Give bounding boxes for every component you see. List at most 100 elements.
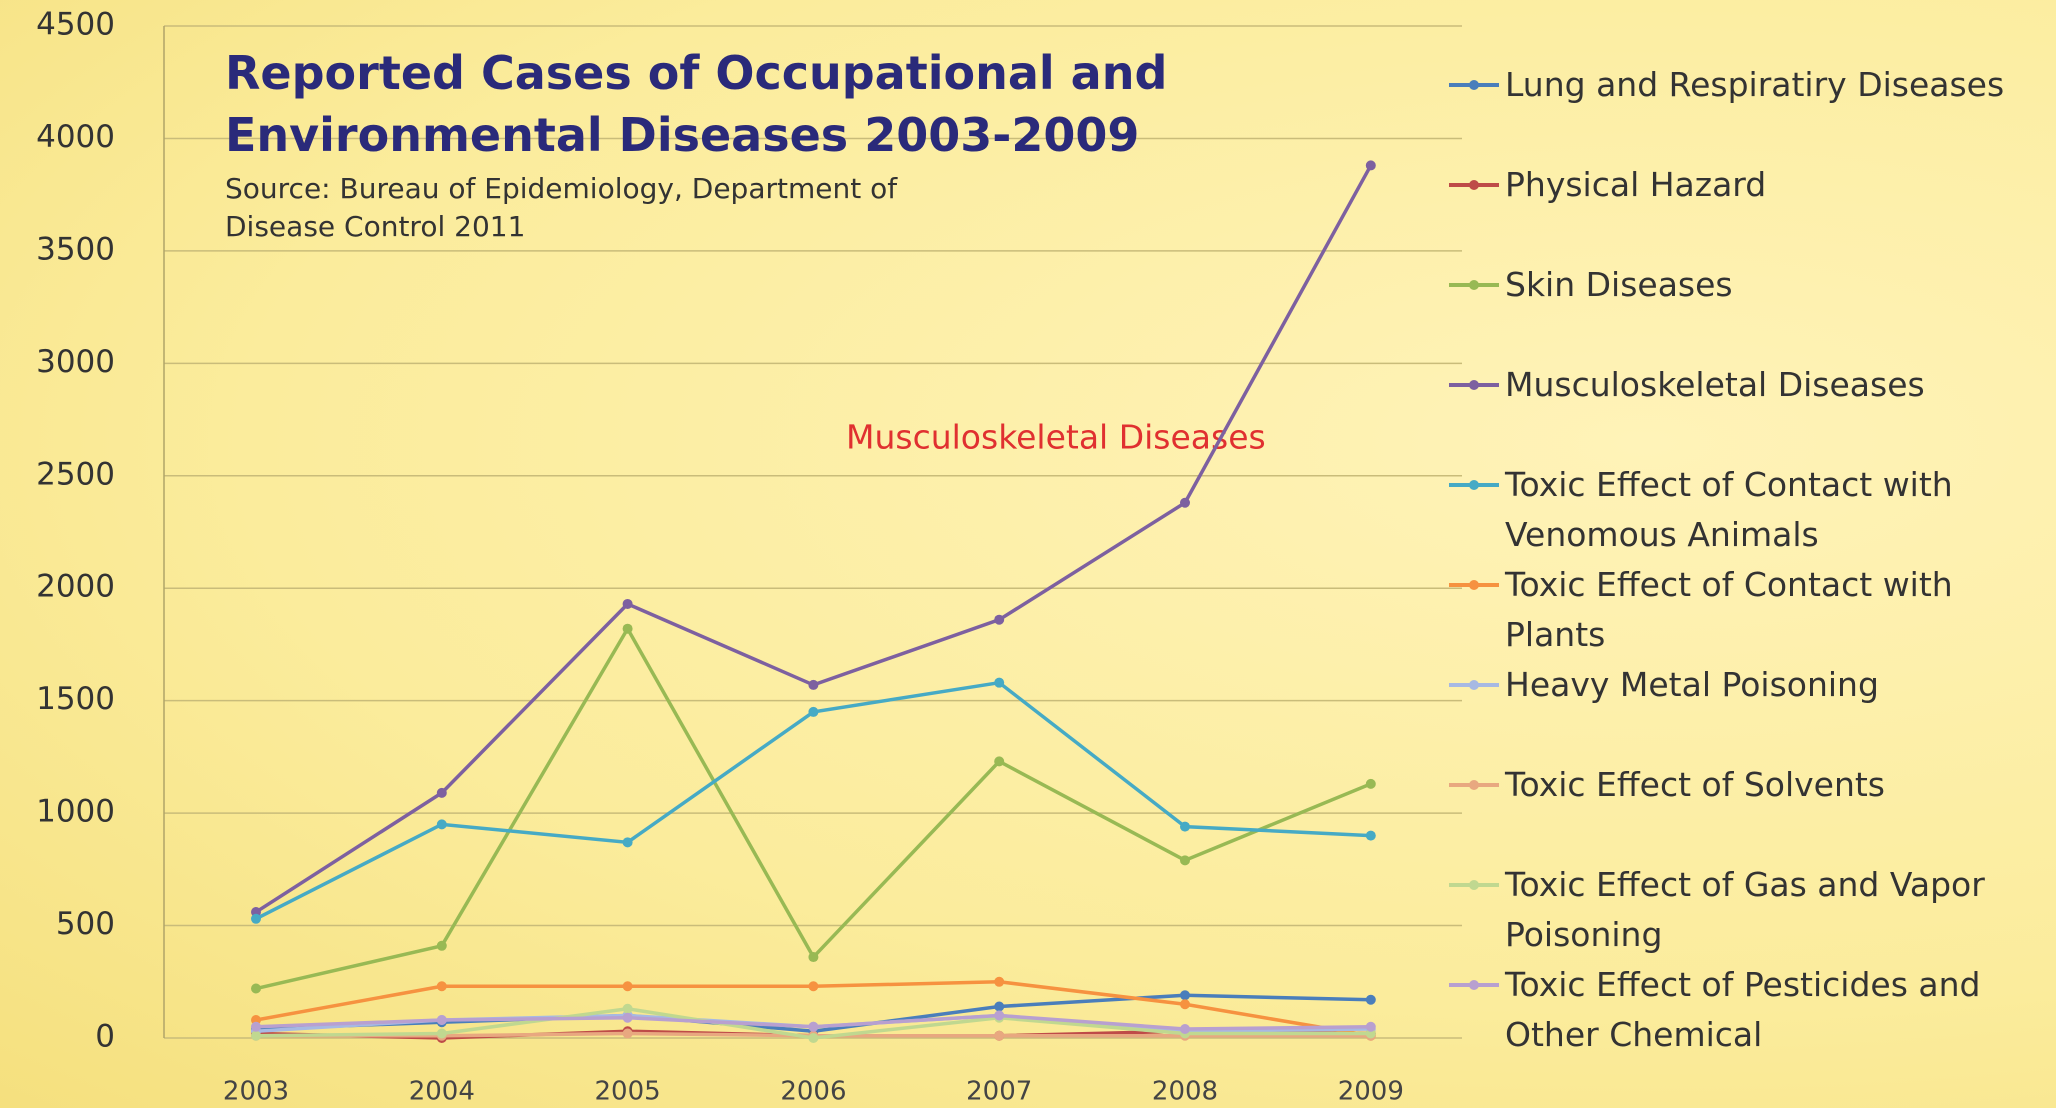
annotation: Musculoskeletal Diseases xyxy=(846,418,1266,457)
legend-item: Toxic Effect of Contact with Plants xyxy=(1445,560,2055,660)
point xyxy=(436,1028,447,1039)
legend-item: Physical Hazard xyxy=(1445,160,2055,210)
point xyxy=(1180,999,1190,1010)
y-tick-label: 2000 xyxy=(36,569,115,605)
y-tick-label: 3000 xyxy=(36,344,115,380)
point xyxy=(1180,855,1190,866)
legend-swatch xyxy=(1449,580,1499,590)
legend-marker xyxy=(1469,580,1479,590)
legend-item: Toxic Effect of Gas and Vapor Poisoning xyxy=(1445,860,2055,960)
point xyxy=(994,756,1005,767)
point xyxy=(1365,1021,1376,1032)
legend-marker xyxy=(1469,980,1479,990)
legend-item: Toxic Effect of Pesticides and Other Che… xyxy=(1445,960,2055,1060)
legend-marker xyxy=(1469,780,1479,790)
legend-label: Toxic Effect of Gas and Vapor Poisoning xyxy=(1505,865,1985,954)
legend-swatch xyxy=(1449,780,1499,790)
legend-label: Lung and Respiratiry Diseases xyxy=(1505,65,2005,104)
point xyxy=(436,940,447,951)
point xyxy=(622,1003,633,1014)
point xyxy=(1180,1024,1190,1035)
legend-swatch xyxy=(1449,80,1499,90)
point xyxy=(622,837,633,848)
legend-item: Skin Diseases xyxy=(1445,260,2055,310)
x-tick-label: 2003 xyxy=(223,1077,289,1107)
point xyxy=(994,614,1005,625)
legend-marker xyxy=(1469,680,1479,690)
point xyxy=(622,623,633,634)
legend-item: Lung and Respiratiry Diseases xyxy=(1445,60,2055,110)
series-line xyxy=(255,164,1373,914)
x-tick-label: 2009 xyxy=(1338,1077,1404,1107)
point xyxy=(808,1033,819,1043)
legend-item: Heavy Metal Poisoning xyxy=(1445,660,2055,710)
y-tick-label: 3500 xyxy=(36,231,115,267)
x-tick-label: 2007 xyxy=(966,1077,1032,1107)
legend-marker xyxy=(1469,280,1479,290)
legend-swatch xyxy=(1449,880,1499,890)
legend-label: Heavy Metal Poisoning xyxy=(1505,665,1879,704)
y-tick-label: 1000 xyxy=(36,794,115,830)
point xyxy=(1365,778,1376,789)
point xyxy=(436,981,447,992)
point xyxy=(436,819,447,830)
point xyxy=(808,679,819,690)
legend-item: Musculoskeletal Diseases xyxy=(1445,360,2055,410)
chart-subtitle: Source: Bureau of Epidemiology, Departme… xyxy=(225,172,898,243)
point xyxy=(622,598,633,609)
y-tick-label: 0 xyxy=(95,1019,115,1055)
y-tick-label: 4000 xyxy=(36,119,115,155)
legend-item: Toxic Effect of Solvents xyxy=(1445,760,2055,810)
point xyxy=(251,983,261,994)
point xyxy=(251,1021,261,1032)
x-tick-label: 2006 xyxy=(780,1077,846,1107)
point xyxy=(1365,994,1376,1005)
x-tick-label: 2008 xyxy=(1152,1077,1218,1107)
legend-label: Toxic Effect of Pesticides and Other Che… xyxy=(1505,965,1981,1054)
point xyxy=(251,913,261,924)
point xyxy=(994,976,1005,987)
y-tick-label: 1500 xyxy=(36,681,115,717)
point xyxy=(622,1028,633,1039)
point xyxy=(1180,990,1190,1001)
x-tick-label: 2005 xyxy=(595,1077,661,1107)
point xyxy=(1365,160,1376,171)
point xyxy=(622,1012,633,1023)
legend-marker xyxy=(1469,480,1479,490)
legend-marker xyxy=(1469,80,1479,90)
legend-item: Toxic Effect of Contact with Venomous An… xyxy=(1445,460,2055,560)
legend-label: Toxic Effect of Contact with Venomous An… xyxy=(1505,465,1953,554)
y-tick-label: 2500 xyxy=(36,456,115,492)
point xyxy=(994,1001,1005,1012)
point xyxy=(808,952,819,963)
point xyxy=(436,1015,447,1026)
legend-swatch xyxy=(1449,280,1499,290)
point xyxy=(251,1030,261,1041)
y-tick-label: 500 xyxy=(56,906,115,942)
legend-label: Musculoskeletal Diseases xyxy=(1505,365,1925,404)
legend-label: Physical Hazard xyxy=(1505,165,1767,204)
legend-swatch xyxy=(1449,180,1499,190)
point xyxy=(1365,830,1376,841)
legend-swatch xyxy=(1449,980,1499,990)
point xyxy=(994,1030,1005,1041)
y-tick-label: 4500 xyxy=(36,7,115,43)
point xyxy=(436,787,447,798)
point xyxy=(1180,497,1190,508)
legend-label: Toxic Effect of Solvents xyxy=(1505,765,1885,804)
point xyxy=(808,1021,819,1032)
legend-marker xyxy=(1469,880,1479,890)
point xyxy=(808,706,819,717)
point xyxy=(994,1010,1005,1021)
legend-label: Skin Diseases xyxy=(1505,265,1733,304)
legend-swatch xyxy=(1449,680,1499,690)
point xyxy=(622,981,633,992)
legend-label: Toxic Effect of Contact with Plants xyxy=(1505,565,1953,654)
legend-marker xyxy=(1469,180,1479,190)
legend-marker xyxy=(1469,380,1479,390)
point xyxy=(1180,821,1190,832)
chart-title: Reported Cases of Occupational and Envir… xyxy=(225,46,1168,162)
legend-swatch xyxy=(1449,480,1499,490)
